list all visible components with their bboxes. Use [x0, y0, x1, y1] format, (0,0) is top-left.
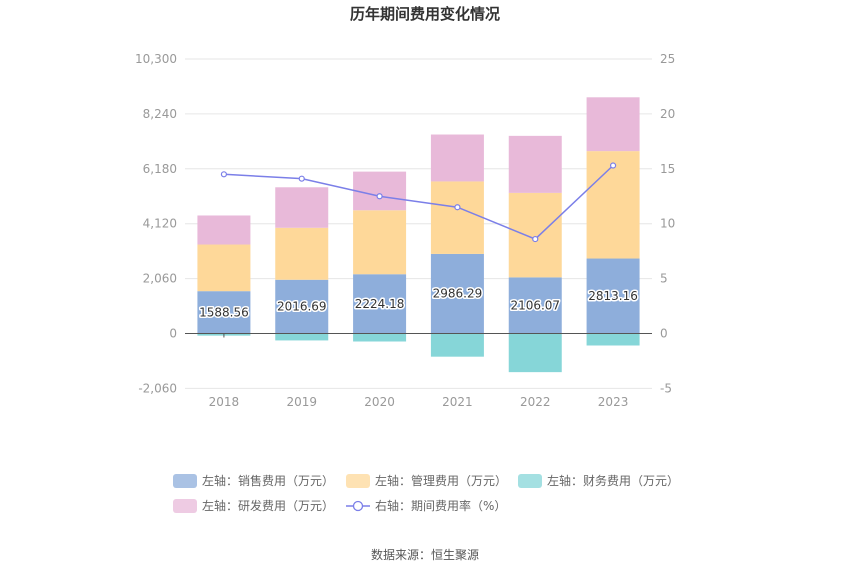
right-tick-label: 10 [660, 217, 675, 231]
bar-segment [586, 97, 640, 152]
right-tick-label: -5 [660, 381, 672, 395]
legend-label: 左轴：研发费用（万元） [202, 498, 334, 513]
bar-segment [353, 333, 407, 342]
bar-segment [275, 227, 329, 280]
bar-segment [197, 291, 251, 334]
bar-segment [508, 135, 562, 193]
left-tick-label: 2,060 [143, 272, 177, 286]
legend-marker-icon [352, 500, 364, 512]
bar-data-label: 2106.07 [510, 298, 560, 312]
rate-point [454, 204, 461, 211]
rate-point [298, 175, 305, 182]
bar-segment [275, 333, 329, 341]
left-tick-label: 8,240 [143, 107, 177, 121]
bars [197, 97, 640, 373]
data-source: 数据来源：恒生聚源 [371, 547, 479, 562]
bar-segment [586, 151, 640, 259]
right-tick-label: 5 [660, 272, 668, 286]
bar-data-label: 2016.69 [277, 300, 327, 314]
bar-segment [586, 333, 640, 346]
left-tick-label: -2,060 [138, 381, 177, 395]
left-tick-label: 6,180 [143, 162, 177, 176]
bar-segment [197, 215, 251, 245]
bar-segment [430, 333, 484, 357]
bar-segment [430, 253, 484, 334]
right-tick-label: 25 [660, 52, 675, 66]
bar-segment [275, 279, 329, 334]
left-tick-label: 10,300 [135, 52, 177, 66]
bar-segment [197, 244, 251, 292]
bar-segment [353, 274, 407, 334]
x-tick-label: 2021 [442, 395, 473, 409]
rate-line-path [223, 164, 614, 240]
bar-data-label: 2986.29 [433, 287, 483, 301]
chart-title: 历年期间费用变化情况 [350, 5, 500, 23]
legend-label: 右轴：期间费用率（%） [375, 498, 506, 513]
rate-line [220, 162, 617, 243]
x-tick-label: 2019 [286, 395, 317, 409]
bar-segment [430, 181, 484, 254]
bar-segment [353, 171, 407, 211]
bar-segment [508, 333, 562, 373]
bar-data-label: 2224.18 [355, 297, 405, 311]
bar-data-label: 1588.56 [199, 305, 249, 319]
bar-segment [353, 210, 407, 275]
bar-segment [275, 187, 329, 228]
x-tick-label: 2022 [520, 395, 551, 409]
legend-swatch [173, 474, 197, 488]
x-tick-label: 2018 [209, 395, 240, 409]
legend-label: 左轴：销售费用（万元） [202, 473, 334, 488]
bar-segment [430, 134, 484, 182]
legend: 左轴：销售费用（万元） 左轴：管理费用（万元） 左轴：财务费用（万元） 左轴：研发费用… [173, 473, 679, 513]
data-labels: 1588.56 2016.69 2224.18 2986.29 2106.07 2813.… [198, 285, 640, 321]
rate-point [220, 171, 228, 178]
legend-swatch [346, 474, 370, 488]
x-tick-label: 2020 [364, 395, 395, 409]
legend-swatch [173, 499, 197, 513]
right-tick-label: 15 [660, 162, 675, 176]
bar-segment [508, 192, 562, 278]
rate-point [532, 235, 539, 243]
x-tick-label: 2023 [598, 395, 629, 409]
rate-point [609, 162, 617, 169]
legend-label: 左轴：财务费用（万元） [547, 473, 679, 488]
rate-point [376, 193, 383, 200]
left-tick-label: 0 [169, 327, 177, 341]
bar-segment [586, 258, 640, 334]
legend-label: 左轴：管理费用（万元） [375, 473, 507, 488]
bar-segment [508, 277, 562, 334]
left-tick-label: 4,120 [143, 217, 177, 231]
right-tick-label: 0 [660, 327, 668, 341]
axes: -2,060 0 2,060 4,120 6,180 8,240 10,300 -5 0 5 10 1… [135, 52, 675, 409]
bar-data-label: 2813.16 [588, 289, 638, 303]
grid [185, 58, 652, 389]
right-tick-label: 20 [660, 107, 675, 121]
legend-swatch [518, 474, 542, 488]
